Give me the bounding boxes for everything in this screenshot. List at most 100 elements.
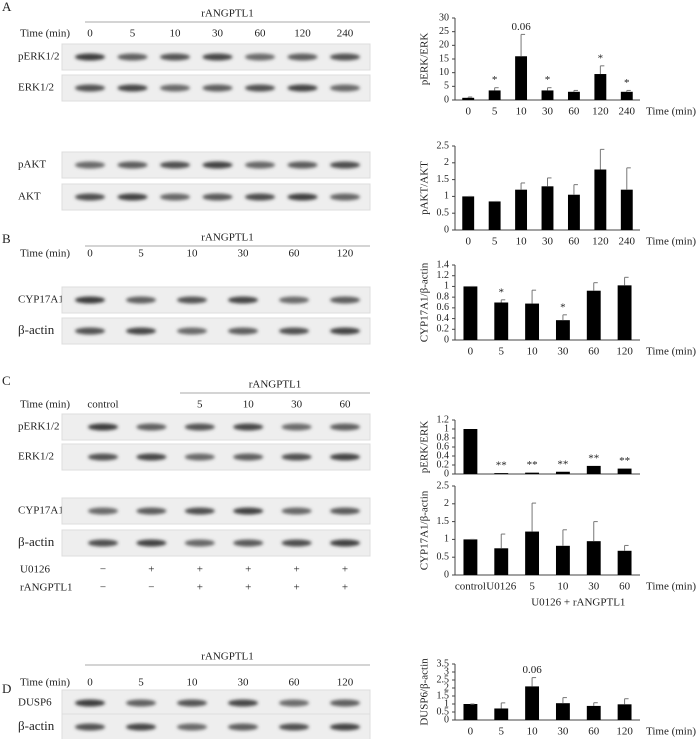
blot: [61, 317, 371, 345]
bar: [617, 704, 632, 720]
row-label: β-actin: [18, 534, 55, 549]
lane-time: 0: [87, 677, 93, 689]
bar-label: *: [598, 52, 604, 64]
y-tick-label: 1: [444, 534, 449, 545]
bar: [567, 91, 580, 100]
y-tick-label: 25: [439, 26, 449, 37]
row-label: ERK1/2: [18, 82, 54, 94]
lane-time: 30: [212, 28, 224, 40]
bar: [515, 189, 528, 230]
bar-label: *: [560, 301, 566, 313]
bar: [617, 550, 632, 575]
x-tick-label: 0: [465, 236, 471, 248]
row-label: DUSP6: [18, 697, 52, 709]
band: [330, 193, 360, 201]
band: [117, 84, 148, 92]
bar: [463, 704, 478, 720]
band: [126, 723, 156, 731]
bar: [494, 302, 509, 340]
treatment-sign: +: [342, 564, 348, 576]
band: [281, 453, 312, 461]
band: [88, 423, 118, 431]
lane-time: 10: [170, 28, 182, 40]
y-tick-label: 10: [439, 67, 449, 78]
bar: [586, 290, 601, 340]
x-tick-label: control: [455, 581, 486, 593]
treatment-sign: +: [197, 564, 203, 576]
y-tick-label: 5: [444, 81, 449, 92]
band: [281, 539, 312, 547]
bar: [586, 541, 601, 575]
bar: [463, 539, 478, 575]
treatment-sign: +: [293, 582, 299, 594]
y-tick-label: 3.5: [437, 658, 450, 669]
band: [287, 53, 318, 61]
band: [160, 84, 190, 92]
treatment-name: U0126: [20, 564, 50, 576]
bar: [586, 465, 601, 474]
y-axis-label: pAKT/AKT: [419, 161, 431, 215]
band: [330, 296, 360, 304]
band: [136, 539, 167, 547]
y-axis-label: CYP17A1/β-actin: [419, 262, 431, 342]
x-tick-label: 10: [557, 581, 569, 593]
treatment-sign: −: [100, 564, 106, 576]
lane-time: 10: [187, 677, 199, 689]
band: [75, 53, 105, 61]
y-tick-label: 0: [444, 468, 449, 479]
row-label: ERK1/2: [18, 451, 54, 463]
bar-label: *: [545, 74, 551, 86]
x-tick-label: 0: [468, 726, 474, 738]
bar: [525, 303, 540, 340]
y-tick-label: 1.5: [437, 516, 450, 527]
band: [279, 296, 309, 304]
lane-time: 30: [238, 248, 250, 260]
bar-label: **: [557, 458, 568, 470]
band: [287, 193, 318, 201]
band: [202, 53, 233, 61]
time-label: Time (min): [20, 248, 70, 260]
x-tick-label: 30: [542, 236, 554, 248]
bar: [494, 548, 509, 575]
band: [177, 699, 207, 707]
x-tick-label: 120: [616, 726, 633, 738]
x-axis-label: Time (min): [646, 726, 696, 738]
x-axis-label: Time (min): [646, 346, 696, 358]
band: [75, 161, 105, 169]
bar: [462, 97, 475, 100]
panel-letter: C: [2, 373, 11, 388]
time-label: Time (min): [20, 28, 70, 40]
bar: [463, 429, 478, 474]
x-tick-label: 120: [616, 346, 633, 358]
lane-time: 10: [187, 248, 199, 260]
x-tick-label: 0: [465, 106, 471, 118]
band: [245, 193, 275, 201]
lane-time: 120: [337, 248, 354, 260]
time-label: Time (min): [20, 399, 70, 411]
band: [330, 453, 360, 461]
bar-label: **: [619, 455, 630, 467]
band: [287, 161, 318, 169]
band: [117, 161, 148, 169]
treatment-sign: −: [148, 582, 154, 594]
y-tick-label: 1.5: [437, 174, 450, 185]
band: [245, 161, 275, 169]
row-label: β-actin: [18, 322, 55, 337]
band: [117, 193, 148, 201]
y-tick-label: 0: [444, 224, 449, 235]
band: [88, 539, 118, 547]
band: [75, 699, 105, 707]
blot: [61, 713, 371, 739]
row-label: β-actin: [18, 718, 55, 733]
band: [126, 327, 156, 335]
band: [330, 507, 360, 515]
y-tick-label: 0.4: [437, 450, 450, 461]
y-axis-label: pERK/ERK: [419, 421, 431, 474]
x-tick-label: U0126: [486, 581, 516, 593]
band: [245, 53, 275, 61]
x-tick-label: 5: [529, 581, 535, 593]
x-tick-label: 60: [619, 581, 631, 593]
lane-time: 5: [138, 677, 144, 689]
bar: [525, 472, 540, 474]
treatment-header: rANGPTL1: [201, 232, 254, 244]
